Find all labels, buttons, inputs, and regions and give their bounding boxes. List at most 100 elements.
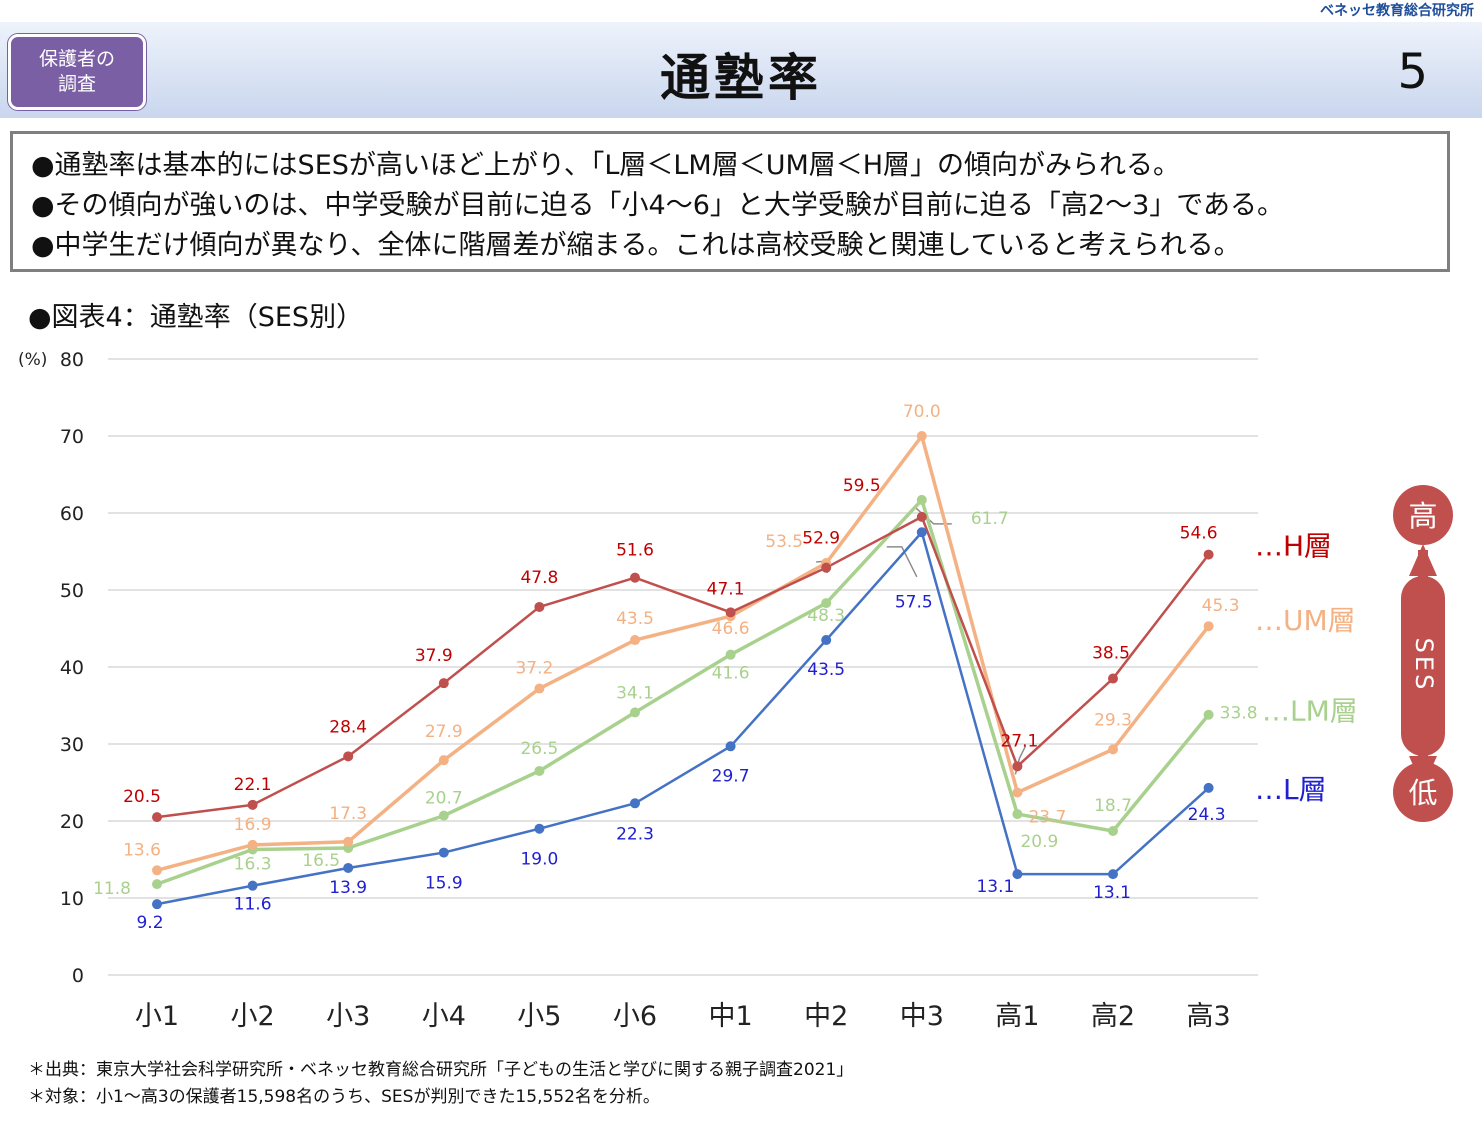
data-label: 15.9 <box>425 874 463 894</box>
data-label: 28.4 <box>329 717 367 737</box>
data-point <box>152 899 162 910</box>
data-label: 11.6 <box>234 895 272 915</box>
data-point <box>1108 744 1118 755</box>
data-label: 29.3 <box>1094 710 1132 730</box>
data-label: 34.1 <box>616 683 654 703</box>
data-point <box>916 431 927 441</box>
data-label: 24.3 <box>1188 805 1226 825</box>
data-label: 70.0 <box>903 402 941 422</box>
data-point <box>1012 787 1023 798</box>
x-tick-label: 中3 <box>900 1001 944 1032</box>
legend-entry: …H層 <box>1255 530 1332 563</box>
data-point <box>1203 621 1214 632</box>
data-label: 26.5 <box>520 739 558 759</box>
data-label: 27.1 <box>1000 731 1038 751</box>
data-point <box>916 511 927 522</box>
y-tick-label: 20 <box>60 811 84 833</box>
ses-high-circle <box>1393 485 1453 545</box>
data-label: 61.7 <box>971 509 1009 529</box>
ses-low-circle <box>1393 762 1453 822</box>
data-label: 9.2 <box>136 913 163 933</box>
data-point <box>821 598 832 609</box>
data-label: 22.3 <box>616 824 654 844</box>
y-tick-label: 0 <box>72 965 84 987</box>
data-label: 43.5 <box>616 609 654 629</box>
sources: ＊出典：東京大学社会科学研究所・ベネッセ教育総合研究所「子どもの生活と学びに関す… <box>28 1057 853 1111</box>
x-tick-label: 小4 <box>422 1001 466 1032</box>
data-label: 46.6 <box>712 619 750 639</box>
data-label: 16.5 <box>302 851 340 871</box>
data-label: 38.5 <box>1092 644 1130 664</box>
data-point <box>1108 826 1118 837</box>
data-point <box>821 635 832 646</box>
data-point <box>630 635 640 646</box>
data-point <box>534 765 545 776</box>
data-label: 20.7 <box>425 789 463 809</box>
data-point <box>247 799 258 810</box>
x-tick-label: 小1 <box>135 1001 179 1032</box>
data-point <box>630 798 640 809</box>
data-label: 16.3 <box>234 854 272 874</box>
data-label: 19.0 <box>520 850 558 870</box>
page-number: 5 <box>1397 44 1428 100</box>
data-point <box>630 707 640 718</box>
y-tick-label: 60 <box>60 503 84 525</box>
series-line-3 <box>156 531 1210 906</box>
series-line-0 <box>156 515 1210 819</box>
figure-title: ●図表4：通塾率（SES別） <box>28 302 364 333</box>
data-label: 37.2 <box>515 659 553 679</box>
data-point <box>247 839 258 850</box>
data-label: 57.5 <box>895 592 933 612</box>
x-tick-label: 小6 <box>613 1001 657 1032</box>
data-label: 29.7 <box>712 766 750 786</box>
y-tick-label: 50 <box>60 580 84 602</box>
data-point <box>1203 549 1214 560</box>
data-point <box>343 751 354 762</box>
data-point <box>1203 782 1214 793</box>
x-tick-label: 小5 <box>517 1001 561 1032</box>
x-tick-label: 小2 <box>231 1001 275 1032</box>
data-label: 47.8 <box>520 568 558 588</box>
data-point <box>725 741 736 752</box>
data-label: 18.7 <box>1094 796 1132 816</box>
source-line-2: ＊対象：小1～高3の保護者15,598名のうち、SESが判別できた15,552名… <box>28 1087 660 1107</box>
badge-line2: 調査 <box>57 73 96 95</box>
data-point <box>438 678 449 689</box>
y-tick-label: 80 <box>60 349 84 371</box>
data-label: 13.9 <box>329 878 367 898</box>
ses-bar <box>1401 576 1445 756</box>
page-title: 通塾率 <box>660 49 822 107</box>
data-label: 33.8 <box>1220 704 1258 724</box>
data-label: 22.1 <box>234 775 272 795</box>
data-label: 45.3 <box>1202 596 1240 616</box>
data-point <box>438 755 449 766</box>
data-label: 13.6 <box>123 840 161 860</box>
legend-entry: …UM層 <box>1255 604 1356 637</box>
data-label: 37.9 <box>415 646 453 666</box>
ses-axis-text: SES <box>1410 638 1438 693</box>
series-line-2 <box>156 498 1210 886</box>
data-label: 17.3 <box>329 804 367 824</box>
survey-badge: 保護者の 調査 <box>8 34 146 110</box>
data-label: 20.5 <box>123 787 161 807</box>
data-label: 48.3 <box>807 606 845 626</box>
data-label: 41.6 <box>712 664 750 684</box>
data-label: 16.9 <box>234 815 272 835</box>
data-point <box>534 683 545 694</box>
data-label: 11.8 <box>93 879 131 899</box>
data-point <box>247 880 258 891</box>
data-point <box>152 879 162 890</box>
y-tick-label: 10 <box>60 888 84 910</box>
data-point <box>534 823 545 834</box>
data-point <box>1108 673 1118 684</box>
data-label: 27.9 <box>425 722 463 742</box>
data-point <box>916 527 927 538</box>
data-label: 43.5 <box>807 660 845 680</box>
x-tick-label: 中1 <box>709 1001 753 1032</box>
data-point <box>821 562 832 573</box>
data-point <box>725 649 736 660</box>
data-point <box>1203 709 1214 720</box>
badge-line1: 保護者の <box>38 48 115 70</box>
data-point <box>725 607 736 618</box>
